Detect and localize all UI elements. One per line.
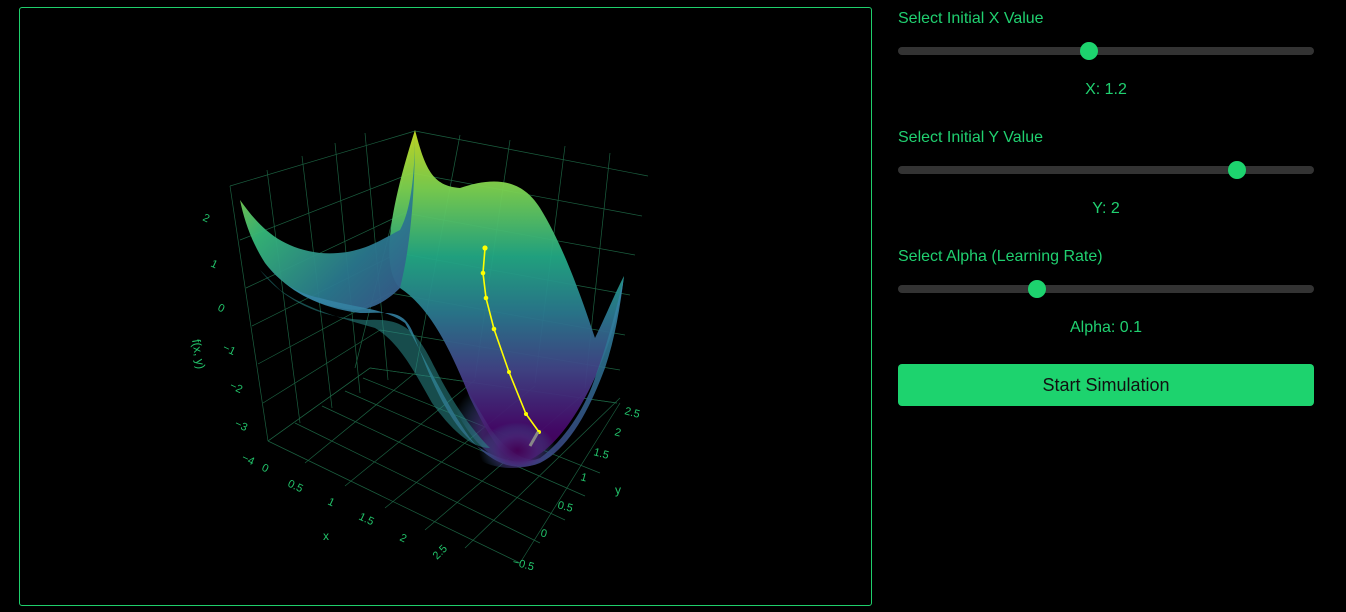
alpha-slider[interactable] [898, 280, 1314, 298]
x-tick: 0 [260, 462, 271, 475]
y-slider-thumb[interactable] [1228, 161, 1247, 179]
descent-path [480, 245, 541, 447]
y-tick: −0.5 [511, 556, 535, 573]
path-point [507, 370, 511, 374]
path-point [491, 326, 497, 332]
y-axis-title: y [615, 483, 621, 497]
z-tick: −2 [228, 380, 244, 396]
y-tick: 0.5 [556, 499, 574, 515]
x-tick: 0.5 [286, 478, 305, 495]
z-axis-title: f(x, y) [189, 338, 208, 370]
z-tick: −3 [233, 418, 249, 434]
z-tick: −4 [240, 452, 256, 468]
alpha-value-readout: Alpha: 0.1 [1069, 319, 1143, 336]
y-axis: 2.5 2 1.5 1 0.5 0 −0.5 y [511, 405, 641, 573]
y-tick: 1 [579, 471, 588, 484]
y-slider-label: Select Initial Y Value [898, 129, 1043, 146]
z-tick: 1 [209, 258, 220, 271]
z-tick: 0 [216, 302, 227, 315]
x-slider-label: Select Initial X Value [898, 10, 1044, 27]
x-slider[interactable] [898, 42, 1314, 60]
alpha-slider-thumb[interactable] [1028, 280, 1047, 298]
x-tick: 1 [326, 496, 337, 509]
z-tick: −1 [221, 342, 237, 358]
surface-plot-svg[interactable]: 2 1 0 −1 −2 −3 −4 f(x, y) 0 0.5 1 1.5 2 … [20, 8, 873, 607]
x-tick: 2 [398, 532, 409, 545]
x-tick: 2.5 [431, 543, 450, 562]
y-tick: 0 [539, 527, 548, 540]
start-simulation-button[interactable]: Start Simulation [898, 364, 1314, 406]
x-axis-title: x [323, 529, 329, 543]
path-point [524, 412, 528, 416]
z-tick: 2 [201, 212, 212, 225]
alpha-slider-label: Select Alpha (Learning Rate) [898, 248, 1103, 265]
path-point [483, 295, 489, 301]
x-slider-thumb[interactable] [1080, 42, 1099, 60]
x-value-readout: X: 1.2 [1085, 81, 1127, 98]
z-axis: 2 1 0 −1 −2 −3 −4 f(x, y) [189, 212, 256, 468]
y-tick: 2 [613, 426, 622, 439]
x-axis: 0 0.5 1 1.5 2 2.5 x [260, 462, 450, 562]
y-slider[interactable] [898, 161, 1314, 179]
surface-plot-panel[interactable]: 2 1 0 −1 −2 −3 −4 f(x, y) 0 0.5 1 1.5 2 … [19, 7, 872, 606]
y-value-readout: Y: 2 [1092, 200, 1120, 217]
x-tick: 1.5 [357, 511, 376, 528]
y-tick: 1.5 [592, 446, 610, 462]
path-point [482, 245, 488, 251]
y-tick: 2.5 [623, 405, 641, 421]
function-surface [240, 130, 624, 468]
path-point [480, 270, 486, 276]
